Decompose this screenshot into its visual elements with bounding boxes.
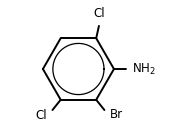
Text: NH$_2$: NH$_2$ [132, 61, 156, 77]
Text: Cl: Cl [93, 7, 105, 20]
Text: Br: Br [110, 108, 123, 121]
Text: Cl: Cl [35, 109, 47, 122]
